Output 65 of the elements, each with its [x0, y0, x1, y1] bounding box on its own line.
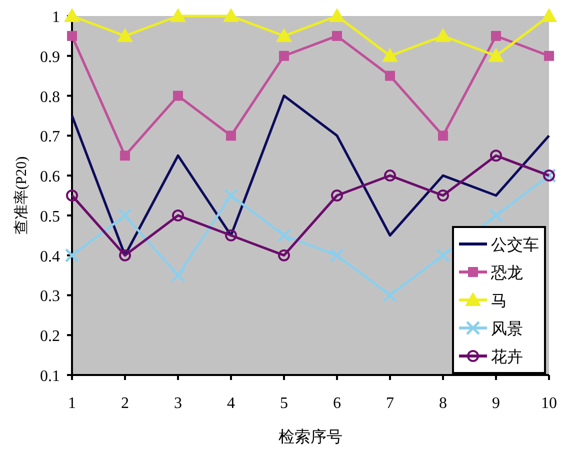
point: [225, 229, 237, 242]
x-tick-label: 6: [333, 395, 341, 412]
point: [435, 28, 451, 42]
legend-label: 风景: [491, 321, 523, 338]
y-tick-label: 0.1: [40, 368, 60, 385]
x-tick-label: 4: [227, 395, 235, 412]
y-tick-label: 0.6: [40, 168, 60, 186]
legend-label: 花卉: [491, 348, 523, 366]
point: [491, 30, 501, 41]
x-axis-title: 检索序号: [278, 428, 342, 446]
y-axis-title: 查准率(P20): [13, 156, 30, 235]
point: [226, 130, 236, 141]
y-tick-label: 0.7: [40, 128, 60, 146]
point: [223, 8, 239, 22]
point: [384, 170, 396, 182]
point: [172, 209, 184, 222]
point: [170, 8, 186, 22]
x-tick-label: 7: [386, 395, 394, 412]
x-tick-label: 10: [541, 395, 557, 412]
point: [436, 248, 450, 263]
point: [385, 70, 395, 81]
y-tick-label: 0.3: [40, 288, 60, 306]
point: [331, 190, 343, 202]
legend-label: 恐龙: [490, 264, 523, 282]
legend-label: 马: [491, 293, 507, 310]
point: [438, 130, 448, 141]
y-tick-label: 0.4: [40, 248, 60, 266]
point: [332, 30, 342, 41]
point: [224, 188, 238, 203]
x-tick-label: 9: [492, 395, 500, 412]
point: [64, 8, 80, 22]
point: [488, 48, 504, 62]
point: [66, 190, 78, 202]
x-tick-label: 3: [174, 395, 182, 412]
point: [541, 8, 557, 22]
point: [276, 228, 292, 243]
point: [278, 249, 290, 262]
point: [382, 48, 398, 62]
point: [279, 50, 289, 61]
x-tick-label: 8: [439, 395, 447, 412]
x-tick-label: 5: [280, 395, 288, 412]
point: [488, 208, 504, 223]
y-tick-label: 0.5: [40, 208, 60, 226]
point: [120, 150, 130, 161]
y-tick-label: 0.2: [40, 328, 60, 346]
point: [67, 30, 77, 41]
point: [118, 208, 132, 223]
point: [329, 8, 345, 22]
x-tick-label: 2: [121, 395, 129, 412]
legend-label: 公交车: [491, 236, 539, 254]
y-tick-label: 0.9: [40, 48, 60, 66]
point: [544, 50, 554, 61]
point: [170, 268, 186, 283]
point: [276, 28, 292, 42]
x-tick-label: 1: [68, 395, 76, 412]
point: [64, 248, 80, 263]
point: [119, 249, 131, 262]
point: [173, 90, 183, 101]
point: [382, 288, 398, 302]
point: [117, 28, 133, 42]
y-tick-label: 0.8: [40, 88, 60, 106]
point: [490, 150, 502, 162]
y-tick-label: 1: [52, 9, 60, 26]
point: [437, 190, 449, 202]
point: [330, 248, 344, 263]
